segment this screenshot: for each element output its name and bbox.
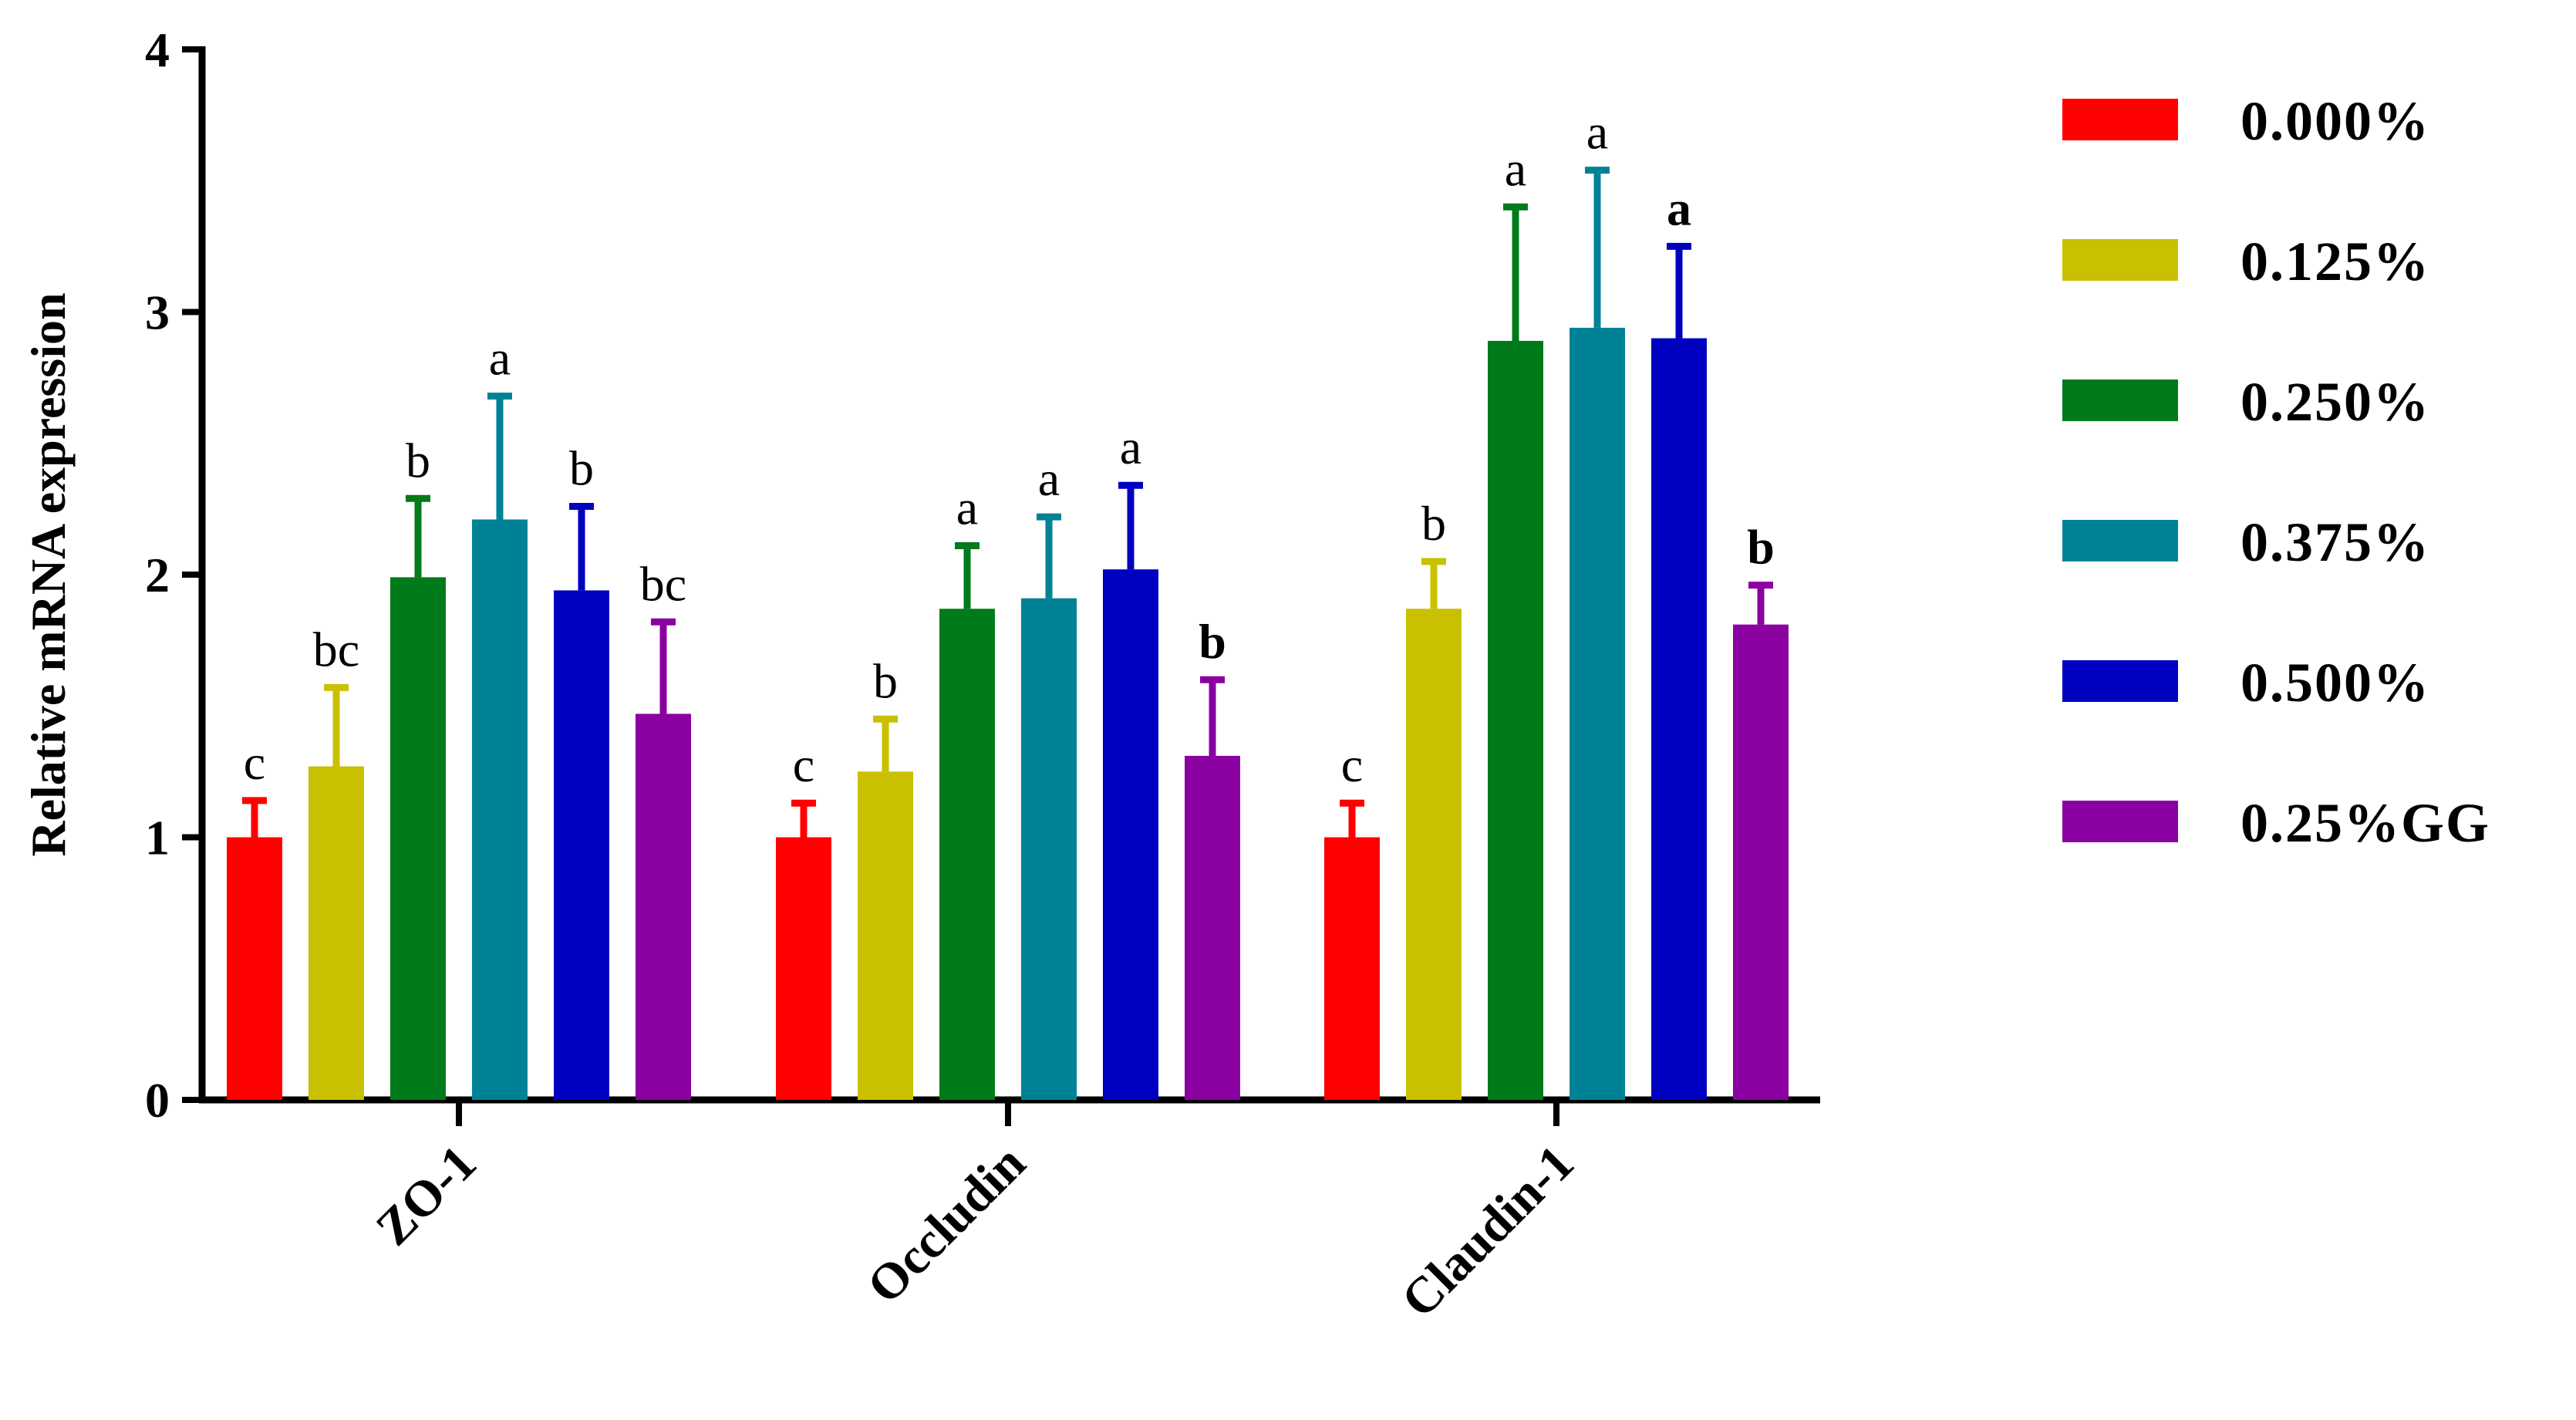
- significance-letter: b: [1421, 496, 1446, 551]
- bar: [309, 766, 364, 1100]
- y-tick-label: 0: [145, 1073, 170, 1128]
- significance-letter: a: [1120, 420, 1141, 474]
- legend-swatch: [2062, 660, 2178, 702]
- legend-label: 0.000%: [2241, 90, 2430, 152]
- bar: [472, 519, 528, 1100]
- significance-letter: b: [569, 440, 594, 495]
- bar: [858, 771, 913, 1100]
- bar: [1021, 598, 1077, 1100]
- legend-label: 0.25%GG: [2241, 792, 2490, 854]
- legend-label: 0.125%: [2241, 231, 2430, 292]
- significance-letter: a: [1038, 451, 1060, 506]
- legend-label: 0.500%: [2241, 652, 2430, 713]
- significance-letter: a: [1586, 105, 1608, 160]
- significance-letters: c c c bc b b b a a a a a b a a bc b b: [244, 105, 1775, 793]
- legend-swatch: [2062, 239, 2178, 281]
- bar: [636, 713, 691, 1100]
- bar: [939, 609, 995, 1100]
- significance-letter: a: [1667, 180, 1691, 235]
- bars: [227, 327, 1789, 1101]
- bar: [1406, 609, 1462, 1100]
- bar: [1324, 837, 1380, 1100]
- y-tick-label: 3: [145, 285, 170, 340]
- significance-letter: c: [1341, 737, 1363, 792]
- legend: 0.000% 0.125% 0.250% 0.375% 0.500% 0.25%GG: [2062, 90, 2490, 854]
- y-axis-label: Relative mRNA expression: [21, 292, 76, 856]
- bar: [227, 837, 282, 1100]
- significance-letter: a: [489, 330, 511, 385]
- bar: [1733, 624, 1789, 1100]
- y-tick-label: 1: [145, 811, 170, 865]
- bar: [1570, 327, 1625, 1100]
- legend-swatch: [2062, 379, 2178, 421]
- legend-swatch: [2062, 520, 2178, 562]
- significance-letter: b: [1199, 614, 1226, 669]
- significance-letter: c: [793, 737, 814, 792]
- x-tick-label: ZO-1: [366, 1135, 487, 1256]
- significance-letter: b: [406, 433, 430, 487]
- significance-letter: b: [873, 653, 898, 708]
- significance-letter: c: [244, 735, 265, 790]
- bar: [1651, 338, 1707, 1100]
- significance-letter: bc: [640, 556, 686, 611]
- legend-label: 0.375%: [2241, 511, 2430, 573]
- significance-letter: b: [1747, 520, 1775, 575]
- x-tick-label: Claudin-1: [1391, 1135, 1584, 1328]
- significance-letter: a: [1505, 141, 1526, 196]
- significance-letter: a: [956, 481, 978, 535]
- legend-swatch: [2062, 99, 2178, 140]
- bar: [554, 590, 609, 1100]
- y-tick-label: 4: [145, 22, 170, 77]
- significance-letter: bc: [313, 622, 359, 676]
- legend-label: 0.250%: [2241, 371, 2430, 433]
- bar: [776, 837, 831, 1100]
- bar: [1488, 340, 1543, 1101]
- bar: [1185, 755, 1240, 1100]
- x-tick-label: Occludin: [856, 1135, 1036, 1314]
- error-bars: [242, 167, 1773, 838]
- legend-swatch: [2062, 801, 2178, 842]
- bar: [1103, 569, 1158, 1100]
- y-tick-label: 2: [145, 548, 170, 602]
- axes: 0 1 2 3 4 Relative mRNA expression ZO-1 Occludi…: [21, 22, 1820, 1328]
- bar: [390, 577, 446, 1100]
